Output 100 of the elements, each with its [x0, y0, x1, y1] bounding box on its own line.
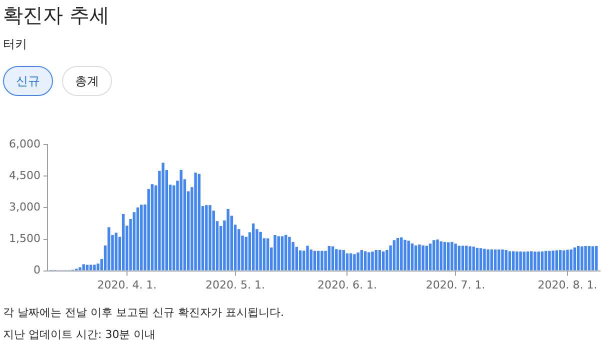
bar [208, 205, 212, 270]
bar [479, 248, 482, 270]
bar [86, 264, 89, 270]
bar [440, 241, 442, 270]
bar [114, 232, 118, 270]
bar [516, 251, 518, 270]
bar [591, 246, 594, 270]
bar [588, 246, 591, 270]
bar [313, 250, 316, 270]
bar [392, 240, 396, 270]
bar [465, 246, 468, 270]
x-tick-label: 2020. 7. 1. [426, 278, 486, 292]
bar [277, 236, 280, 270]
bar [552, 250, 554, 270]
bar [422, 245, 424, 270]
bar [122, 214, 125, 270]
text: 신규 [3, 66, 53, 96]
chart-subtitle: 터키 [3, 36, 27, 53]
bar [432, 240, 436, 270]
bar [150, 184, 154, 270]
bar [468, 246, 472, 270]
bar [494, 250, 497, 270]
bar [558, 250, 562, 270]
bar [382, 251, 385, 270]
bar [428, 244, 432, 270]
text: 총계 [62, 66, 112, 96]
bar [298, 250, 302, 270]
bar [368, 252, 370, 270]
bar [342, 250, 345, 270]
bar [519, 251, 522, 270]
bar [316, 250, 320, 270]
text: 지난 업데이트 시간: 30분 이내 [3, 327, 156, 342]
bar [349, 253, 352, 270]
bar [338, 250, 342, 270]
x-tick-label: 2020. 4. 1. [97, 278, 157, 292]
bar [93, 264, 96, 270]
bar [274, 235, 276, 270]
bar [280, 236, 284, 270]
bar [259, 232, 262, 270]
bar [454, 244, 457, 270]
bar [226, 208, 230, 270]
bar [353, 254, 356, 270]
x-tick-label: 2020. 8. 1. [538, 278, 598, 292]
bar [526, 251, 530, 270]
bar [306, 246, 309, 270]
y-tick-label: 6,000 [8, 137, 40, 150]
bar [378, 250, 382, 270]
bar [425, 246, 428, 270]
bar [436, 239, 439, 270]
bar [404, 240, 406, 270]
bar [346, 253, 349, 270]
bar [595, 246, 598, 270]
bar [266, 238, 270, 270]
bar [530, 251, 533, 270]
bar [374, 250, 378, 270]
bar [508, 251, 512, 270]
bar [140, 204, 143, 270]
bar [252, 223, 255, 270]
bar [407, 240, 410, 270]
bar [108, 227, 110, 270]
bar [331, 246, 334, 270]
bar [534, 252, 536, 270]
bar [566, 250, 569, 270]
bar [486, 249, 490, 270]
bar [386, 250, 388, 270]
bar [172, 185, 176, 270]
bar [483, 248, 486, 270]
chart-title: 확진자 추세 [3, 2, 110, 29]
bar [194, 172, 197, 270]
bar [555, 250, 558, 270]
bar [162, 162, 164, 270]
bar [450, 242, 454, 270]
bar [360, 250, 364, 270]
bar [244, 236, 248, 270]
bar [418, 244, 421, 270]
bar [396, 238, 400, 270]
bar [446, 242, 450, 270]
bar [458, 246, 461, 270]
bar [180, 170, 182, 270]
bar [89, 264, 92, 270]
bar [371, 252, 374, 270]
bar [584, 246, 587, 270]
bar [364, 251, 367, 270]
bar [400, 237, 403, 270]
x-tick-label: 2020. 6. 1. [317, 278, 377, 292]
bar [580, 246, 584, 270]
bar [570, 250, 572, 270]
bar [410, 243, 414, 270]
bar [498, 250, 500, 270]
y-tick-label: 3,000 [8, 200, 40, 214]
bar [328, 246, 331, 270]
bar [82, 264, 85, 270]
bar [548, 250, 551, 270]
bar [78, 267, 82, 270]
bar [512, 251, 515, 270]
bar [310, 250, 312, 270]
bar [501, 250, 504, 270]
bar [472, 246, 475, 270]
bar [522, 252, 526, 270]
bar [504, 250, 508, 270]
